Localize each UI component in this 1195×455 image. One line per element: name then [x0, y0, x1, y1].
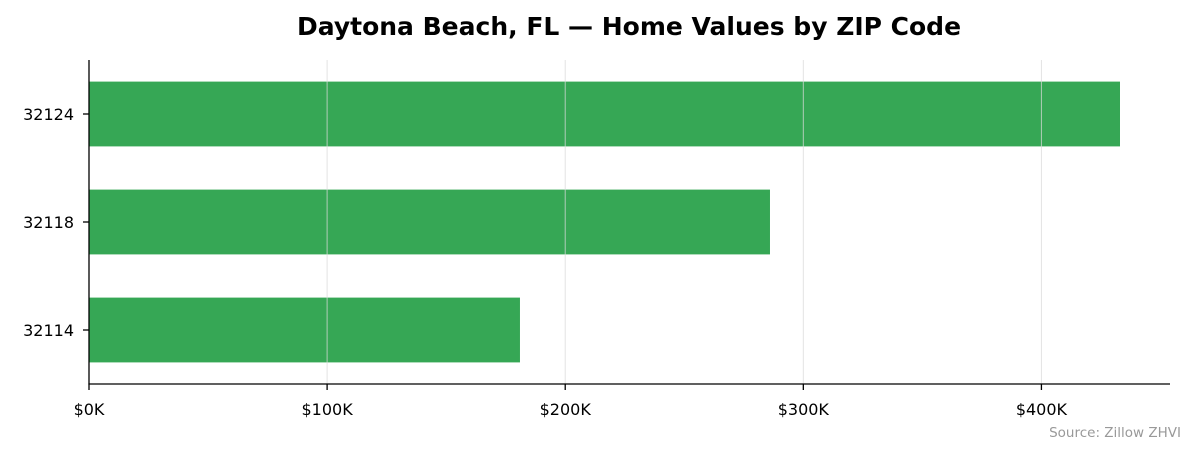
x-tick-label: $100K: [301, 400, 353, 419]
source-note: Source: Zillow ZHVI: [1049, 425, 1181, 441]
chart-title: Daytona Beach, FL — Home Values by ZIP C…: [297, 12, 961, 41]
gridlines: [326, 60, 1042, 384]
y-tick-labels: 32124 32118 32114: [23, 105, 89, 340]
bar-32118: [89, 189, 770, 255]
bar-32114: [89, 297, 520, 363]
bar-32124: [89, 81, 1120, 147]
x-tick-label: $200K: [540, 400, 592, 419]
y-tick-label: 32124: [23, 105, 74, 124]
bars: [89, 81, 1120, 363]
y-tick-label: 32114: [23, 321, 74, 340]
x-tick-label: $0K: [74, 400, 105, 419]
x-tick-label: $300K: [778, 400, 830, 419]
x-tick-labels: $0K $100K $200K $300K $400K: [74, 384, 1068, 419]
x-tick-label: $400K: [1016, 400, 1068, 419]
y-tick-label: 32118: [23, 213, 74, 232]
